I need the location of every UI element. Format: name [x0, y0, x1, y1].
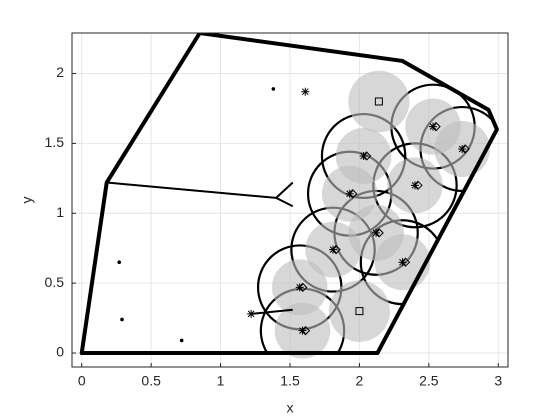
asterisk-marker: [458, 144, 467, 153]
coverage-circle: [328, 280, 390, 342]
x-tick-label: 2: [356, 373, 364, 389]
x-tick-label: 0: [78, 373, 86, 389]
square-marker: [374, 97, 383, 106]
diamond-marker: [400, 257, 411, 267]
asterisk-marker: [410, 181, 419, 190]
asterisk-marker: [298, 326, 307, 335]
asterisk-marker: [329, 245, 338, 254]
x-tick-label: 0.5: [141, 373, 161, 389]
y-tick-label: 1.5: [45, 134, 65, 150]
dot-marker: [117, 260, 122, 264]
asterisk-marker: [295, 283, 304, 292]
diamond-marker: [331, 244, 341, 255]
y-tick-label: 1: [56, 204, 64, 220]
dot-marker: [271, 87, 276, 91]
x-axis-label: x: [287, 400, 294, 416]
diamond-marker: [347, 189, 358, 199]
y-tick-label: 0.5: [45, 274, 65, 290]
y-tick-label: 0: [56, 344, 64, 360]
x-tick-label: 1.5: [280, 373, 300, 389]
y-tick-label: 2: [56, 64, 64, 80]
diamond-marker: [413, 180, 423, 191]
x-tick-label: 1: [217, 373, 225, 389]
boundary: [79, 33, 499, 356]
cell-edge: [251, 308, 293, 315]
dot-marker: [179, 338, 184, 343]
coverage-circle: [348, 70, 410, 133]
asterisk-marker: [398, 258, 407, 267]
diamond-marker: [460, 144, 470, 154]
diamond-marker: [374, 228, 384, 238]
asterisk-marker: [345, 189, 354, 198]
square-marker: [355, 307, 364, 316]
cell-edge: [275, 197, 294, 208]
diamond-marker: [298, 282, 308, 293]
x-tick-label: 3: [494, 373, 502, 389]
diamond-marker: [431, 121, 441, 132]
asterisk-marker: [359, 151, 368, 160]
asterisk-marker: [429, 122, 438, 131]
asterisk-marker: [247, 309, 256, 318]
diamond-marker: [300, 325, 311, 336]
x-tick-label: 2.5: [419, 373, 439, 389]
asterisk-marker: [372, 228, 381, 237]
y-axis-label: y: [19, 197, 35, 204]
diamond-marker: [361, 151, 372, 161]
dot-marker: [120, 317, 124, 322]
asterisk-marker: [301, 87, 310, 96]
